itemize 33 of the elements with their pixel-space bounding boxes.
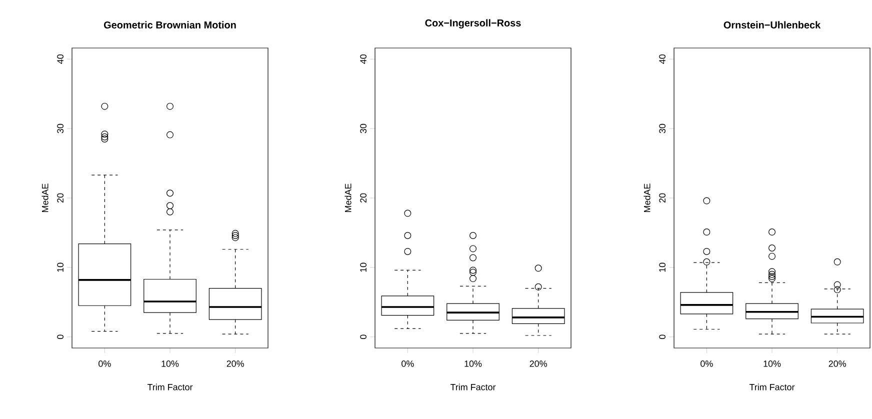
y-axis-title: MedAE: [42, 184, 48, 212]
x-tick-label: 20%: [226, 360, 244, 367]
y-tick-label: 0: [57, 334, 64, 340]
x-tick-label: 0%: [98, 360, 111, 367]
chart-title: Ornstein−Uhlenbeck: [724, 21, 821, 28]
y-tick-label: 30: [659, 124, 666, 134]
x-tick-label: 0%: [700, 360, 713, 367]
y-tick-label: 40: [659, 54, 666, 64]
x-tick-label: 10%: [464, 360, 482, 367]
y-tick-label: 20: [659, 193, 666, 203]
x-tick-label: 10%: [764, 360, 781, 367]
x-tick-label: 10%: [162, 360, 179, 367]
y-tick-label: 20: [57, 193, 64, 203]
y-tick-label: 10: [659, 262, 666, 272]
x-tick-label: 20%: [530, 360, 547, 367]
chart-title: Cox−Ingersoll−Ross: [425, 19, 521, 28]
y-tick-label: 0: [659, 334, 666, 340]
y-tick-label: 30: [57, 124, 64, 134]
y-tick-label: 20: [360, 193, 366, 203]
y-tick-label: 40: [360, 54, 366, 64]
x-axis-title: Trim Factor: [749, 384, 795, 390]
x-tick-label: 0%: [402, 360, 414, 367]
y-tick-label: 0: [360, 334, 366, 340]
x-axis-title: Trim Factor: [147, 384, 193, 390]
y-axis-title: MedAE: [344, 184, 352, 212]
y-tick-label: 10: [360, 262, 366, 272]
y-tick-label: 10: [57, 262, 64, 272]
x-tick-label: 20%: [828, 360, 846, 367]
x-axis-title: Trim Factor: [450, 384, 496, 390]
y-tick-label: 30: [360, 124, 366, 134]
chart-title: Geometric Brownian Motion: [104, 21, 236, 28]
y-tick-label: 40: [57, 54, 64, 64]
y-axis-title: MedAE: [644, 184, 650, 212]
